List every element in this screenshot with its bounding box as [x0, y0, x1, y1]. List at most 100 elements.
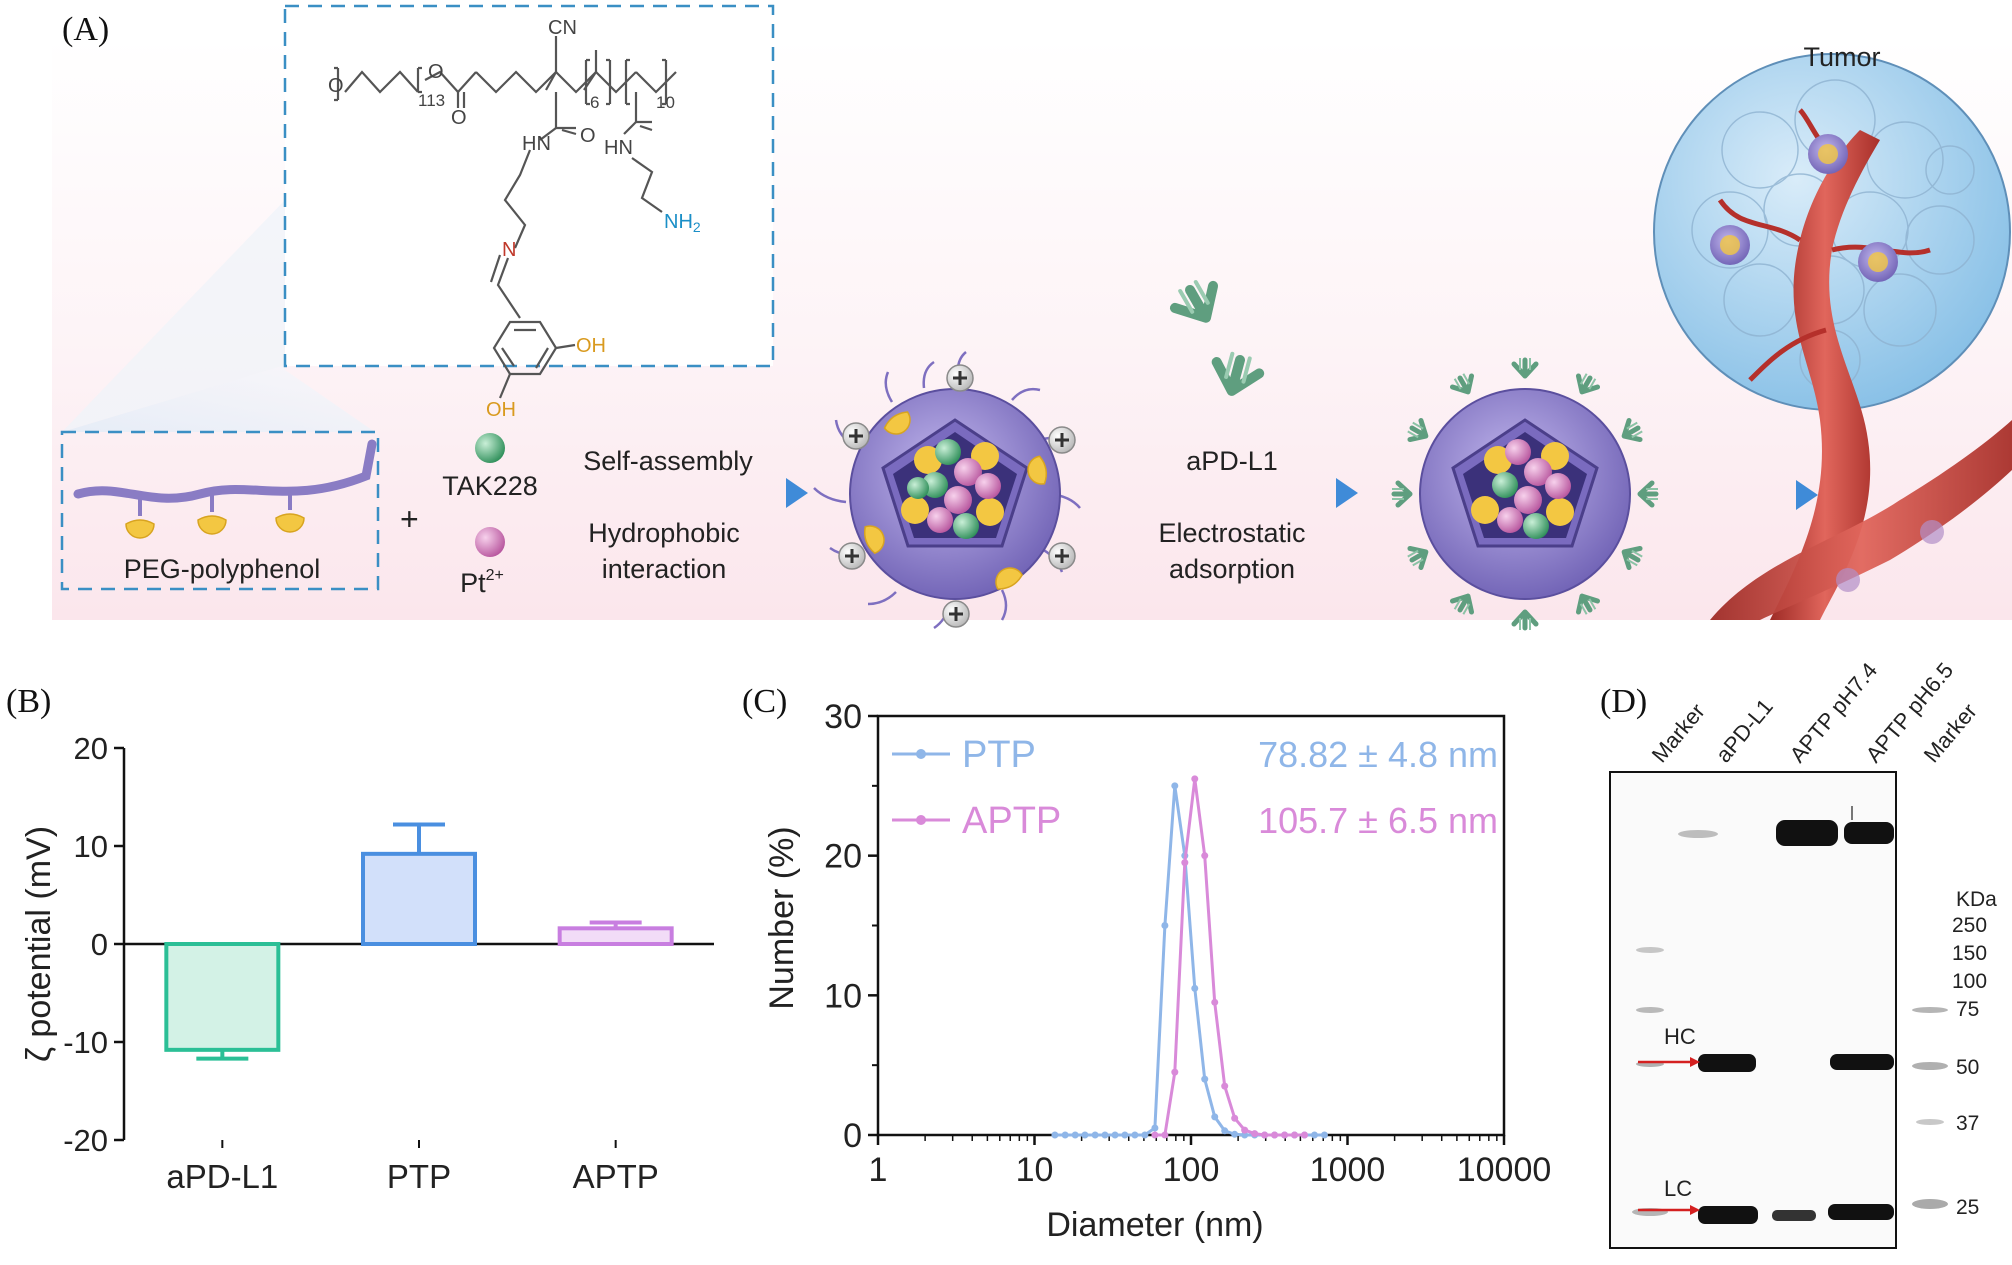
plus-sign: + [400, 501, 419, 537]
panel-c-xtick-label: 100 [1163, 1151, 1220, 1189]
panel-c-ytick-label: 10 [824, 977, 862, 1015]
polymer-chain [73, 439, 377, 503]
blood-vessel [1770, 130, 1880, 620]
data-point-aptp [1261, 1131, 1269, 1139]
panel-c-xtick-label: 10000 [1457, 1151, 1552, 1189]
panel-b-ytick-label: 0 [91, 927, 108, 962]
data-point-aptp [1181, 859, 1189, 867]
aptp-nanoparticle [1392, 358, 1658, 630]
svg-text:HN: HN [604, 137, 633, 159]
adsorption-label: adsorption [1169, 554, 1295, 584]
kda-title: KDa [1956, 888, 1997, 911]
kda-75: 75 [1956, 998, 1979, 1021]
panel-c-xtick-label: 1 [869, 1151, 888, 1189]
data-point-ptp [1081, 1131, 1089, 1139]
data-point-ptp [1201, 1075, 1209, 1083]
data-point-ptp [1320, 1131, 1328, 1139]
data-point-ptp [1121, 1131, 1129, 1139]
bar-ptp [361, 851, 477, 947]
kda-100: 100 [1952, 970, 1987, 993]
hydroxyl-2: OH [486, 399, 516, 421]
self-assembly-label: Self-assembly [583, 446, 753, 476]
panel-c-ytick-label: 0 [843, 1117, 862, 1155]
data-point-aptp [1161, 1131, 1169, 1139]
data-point-ptp [1101, 1131, 1109, 1139]
lane-label-marker-1: Marker [1647, 699, 1710, 768]
data-point-ptp [1071, 1131, 1079, 1139]
self-assembly-arrow: Self-assembly Hydrophobic interaction [560, 446, 808, 584]
data-point-ptp [1131, 1131, 1139, 1139]
data-point-aptp [1291, 1131, 1299, 1139]
data-point-aptp [1221, 1082, 1229, 1090]
panel-b-ylabel: ζ potential (mV) [20, 826, 58, 1062]
panel-c-series: PTP 78.82 ± 4.8 nm APTP 105.7 ± 6.5 nm [892, 734, 1498, 1139]
svg-text:113: 113 [418, 91, 445, 110]
panel-b: (B) ζ potential (mV) -20 -10 0 10 20 aPD-L1 PT… [6, 683, 714, 1195]
hydrophobic-label: Hydrophobic [588, 518, 740, 548]
lc-label: LC [1664, 1176, 1692, 1201]
svg-text:6: 6 [590, 93, 599, 112]
lc-marker: LC [1638, 1176, 1700, 1215]
svg-text:O: O [451, 107, 467, 129]
data-point-ptp [1161, 922, 1169, 929]
data-point-ptp [1221, 1127, 1229, 1135]
data-point-ptp [1141, 1131, 1149, 1139]
data-point-ptp [1051, 1131, 1059, 1139]
bar-aptp [557, 926, 674, 947]
chemical-structure-box: O 113 O O CN 6 10 O HN HN N NH2 OH OH [283, 4, 775, 421]
legend-marker-ptp [916, 749, 926, 759]
zoom-cone [62, 365, 375, 432]
panel-b-ytick-label: 10 [74, 829, 108, 864]
kda-150: 150 [1952, 942, 1987, 965]
data-point-aptp [1241, 1126, 1249, 1134]
data-point-aptp [1251, 1130, 1259, 1138]
legend-label-aptp: APTP [962, 800, 1061, 842]
tumor-label: Tumor [1803, 42, 1880, 72]
series-line-aptp [1154, 778, 1305, 1137]
panel-a-label: (A) [62, 11, 109, 48]
panel-c: (C) Number (%) Diameter (nm) 0 10 20 30 1 10 1… [742, 683, 1551, 1244]
data-point-ptp [1310, 1131, 1318, 1139]
data-point-ptp [1171, 782, 1179, 790]
panel-b-axes: -20 -10 0 10 20 aPD-L1 PTP APTP [63, 731, 714, 1195]
lane-labels: Marker aPD-L1 APTP pH7.4 APTP pH6.5 Mark… [1647, 658, 1982, 767]
adsorption-arrow: aPD-L1 Electrostatic adsorption [1112, 276, 1358, 584]
data-point-ptp [1211, 1113, 1219, 1121]
panel-c-xtick-label: 10 [1016, 1151, 1054, 1189]
data-point-ptp [1111, 1131, 1119, 1139]
panel-d: (D) Marker aPD-L1 APTP pH7.4 APTP pH6.5 … [1600, 658, 1997, 1249]
kda-37: 37 [1956, 1112, 1979, 1135]
drug-legend: TAK228 Pt2+ [442, 433, 538, 598]
data-point-aptp [1271, 1131, 1279, 1139]
ptp-nanoparticle [813, 351, 1081, 630]
svg-text:O: O [428, 61, 444, 83]
interaction-label: interaction [602, 554, 727, 584]
ptp-cargo [901, 439, 1004, 539]
panel-c-ytick-label: 20 [824, 838, 862, 876]
bar-apd-l1 [164, 942, 281, 1052]
category-label-aptp: APTP [573, 1158, 659, 1195]
data-point-aptp [1231, 1114, 1239, 1122]
tumor-nanoparticles [1710, 134, 1944, 592]
delivery-arrow [1680, 480, 1818, 510]
data-point-aptp [1171, 1068, 1179, 1076]
category-label-apd-l1: aPD-L1 [166, 1158, 278, 1195]
legend-marker-aptp [916, 815, 926, 825]
annotation-aptp: 105.7 ± 6.5 nm [1258, 800, 1498, 841]
panel-c-ytick-label: 30 [824, 698, 862, 736]
panel-d-label: (D) [1600, 683, 1647, 720]
data-point-ptp [1091, 1131, 1099, 1139]
panel-b-label: (B) [6, 683, 51, 720]
panel-c-label: (C) [742, 683, 787, 720]
kda-25: 25 [1956, 1196, 1979, 1219]
imine-nitrogen: N [502, 239, 516, 261]
data-point-aptp [1281, 1131, 1289, 1139]
kda-50: 50 [1956, 1056, 1979, 1079]
panel-a: (A) [52, 4, 2012, 630]
hc-marker: HC [1638, 1024, 1700, 1067]
hc-label: HC [1664, 1024, 1696, 1049]
data-point-ptp [1191, 984, 1199, 992]
tak228-label: TAK228 [442, 471, 538, 501]
kda-ladder: KDa 250 150 100 75 50 37 25 [1952, 888, 1997, 1219]
